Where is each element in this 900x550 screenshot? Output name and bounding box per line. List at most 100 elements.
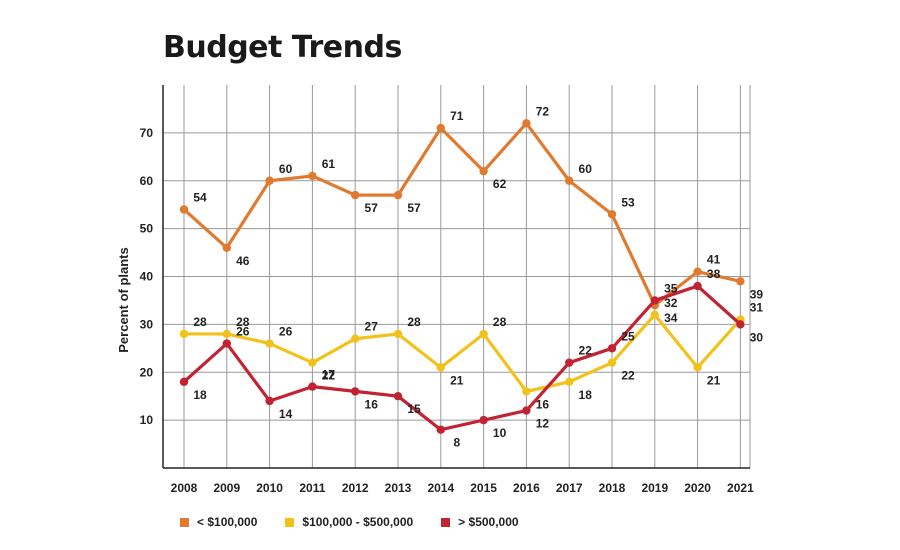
x-tick-label: 2020	[684, 481, 711, 495]
data-label: 18	[579, 388, 593, 402]
legend: < $100,000 $100,000 - $500,000 > $500,000	[180, 515, 519, 529]
data-label: 61	[322, 157, 336, 171]
legend-item: $100,000 - $500,000	[285, 515, 413, 529]
data-label: 53	[621, 195, 635, 209]
data-label: 26	[279, 325, 293, 339]
data-point	[565, 176, 574, 185]
data-point	[436, 425, 445, 434]
data-point	[393, 391, 403, 401]
data-label: 22	[579, 344, 593, 358]
data-point	[222, 243, 231, 252]
data-point	[393, 329, 403, 339]
data-label: 57	[407, 201, 421, 215]
x-tick-label: 2011	[299, 481, 325, 495]
x-tick-label: 2017	[556, 481, 583, 495]
y-tick-label: 60	[140, 174, 154, 188]
legend-label: > $500,000	[458, 515, 519, 529]
data-label: 60	[579, 162, 593, 176]
legend-swatch	[285, 517, 295, 527]
x-tick-label: 2014	[427, 481, 454, 495]
data-label: 25	[621, 329, 635, 343]
legend-item: < $100,000	[180, 515, 257, 529]
data-point	[351, 387, 360, 396]
data-point	[522, 119, 531, 128]
data-label: 57	[365, 201, 379, 215]
data-point	[650, 310, 659, 319]
data-label: 16	[536, 397, 550, 411]
data-point	[736, 277, 745, 286]
data-label: 32	[664, 296, 678, 310]
data-point	[308, 382, 317, 391]
data-label: 28	[236, 315, 250, 329]
x-tick-label: 2008	[171, 481, 198, 495]
data-point	[522, 406, 531, 415]
data-label: 28	[493, 315, 507, 329]
data-point	[265, 396, 274, 406]
data-label: 26	[236, 325, 250, 339]
data-point	[436, 363, 445, 372]
data-label: 27	[365, 320, 379, 334]
data-label: 54	[193, 190, 207, 204]
data-point	[479, 166, 488, 176]
x-tick-label: 2010	[256, 481, 283, 495]
y-tick-label: 30	[140, 317, 154, 331]
data-label: 12	[536, 417, 550, 431]
y-axis-title: Percent of plants	[116, 247, 131, 352]
y-tick-label: 70	[140, 126, 154, 140]
axes: 10 20 30 40 50 60 70 2008 2009 2010 2011 2012 2013 20…	[140, 85, 754, 495]
x-tick-label: 2012	[342, 481, 369, 495]
data-label: 38	[707, 267, 721, 281]
data-label: 22	[621, 369, 635, 383]
data-point	[607, 344, 617, 353]
data-point	[607, 358, 617, 367]
data-point	[308, 171, 317, 181]
data-label: 71	[450, 109, 464, 123]
data-label: 15	[407, 402, 421, 416]
data-label: 35	[664, 281, 678, 295]
data-point	[222, 339, 231, 348]
data-label: 17	[322, 368, 336, 382]
data-point	[265, 339, 274, 348]
data-label: 60	[279, 162, 293, 176]
x-tick-label: 2009	[213, 481, 240, 495]
x-tick-label: 2015	[470, 481, 497, 495]
data-label: 21	[450, 373, 464, 387]
data-point	[479, 329, 488, 339]
data-point	[393, 190, 403, 200]
data-label: 21	[707, 373, 721, 387]
y-tick-label: 10	[140, 413, 154, 427]
data-label: 72	[536, 104, 550, 118]
x-tick-label: 2018	[599, 481, 626, 495]
data-point	[736, 320, 745, 329]
data-point	[479, 415, 488, 425]
data-point	[179, 205, 189, 214]
data-label: 22	[322, 369, 336, 383]
data-label: 8	[453, 436, 460, 450]
series-line	[182, 121, 741, 307]
data-point	[522, 387, 531, 396]
data-label: 30	[750, 330, 764, 344]
data-label: 39	[750, 287, 764, 301]
data-point	[693, 363, 702, 372]
data-point	[565, 358, 574, 367]
data-point	[222, 329, 231, 339]
data-point	[650, 296, 659, 305]
data-point	[693, 281, 702, 291]
data-point	[565, 377, 574, 387]
data-label: 18	[193, 388, 207, 402]
y-tick-label: 20	[140, 365, 154, 379]
data-label: 16	[365, 397, 379, 411]
data-label: 34	[664, 311, 678, 325]
gridlines	[163, 85, 751, 468]
data-point	[351, 190, 360, 200]
data-label: 10	[493, 426, 507, 440]
data-point	[179, 329, 189, 339]
data-label: 41	[707, 253, 721, 267]
x-tick-label: 2016	[513, 481, 540, 495]
data-label: 14	[279, 407, 293, 421]
series-line	[182, 284, 742, 432]
y-tick-label: 50	[140, 222, 154, 236]
data-label: 62	[493, 177, 507, 191]
